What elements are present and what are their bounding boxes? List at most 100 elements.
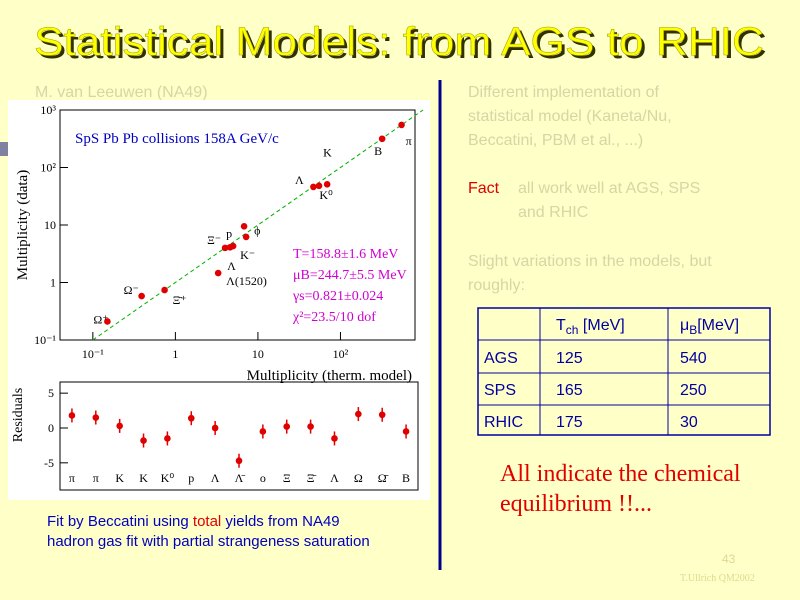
table-cell: 175 (556, 414, 583, 431)
residual-point (402, 428, 410, 435)
y-tick-label: 10⁻¹ (34, 333, 56, 347)
table (477, 307, 771, 436)
fit-parameter: μB=244.7±5.5 MeV (293, 268, 407, 283)
x-tick-label: K⁰ (161, 471, 175, 485)
table-border (477, 307, 771, 436)
data-point (315, 182, 323, 190)
fact-line: and RHIC (518, 204, 588, 221)
y-tick-label: 0 (48, 421, 54, 435)
intro-line: Different implementation of (468, 84, 659, 101)
x-tick-label: 10 (252, 347, 264, 361)
table-cell: SPS (484, 382, 516, 399)
residual-point (331, 435, 338, 442)
particle-label: Ξ̄⁺ (173, 293, 187, 307)
table-cell: 250 (680, 382, 707, 399)
slight-line: roughly: (468, 277, 525, 294)
page-number: 43 (722, 552, 736, 566)
figure (8, 100, 430, 500)
residual-point (164, 435, 171, 442)
caption: hadron gas fit with partial strangeness … (47, 533, 370, 550)
particle-label: K⁰ (319, 188, 333, 202)
fit-parameter: T=158.8±1.6 MeV (293, 247, 398, 262)
table-cell: 125 (556, 350, 583, 367)
y-tick-label: -5 (44, 456, 54, 470)
bullet-marker (0, 142, 8, 156)
x-tick-label: Λ (330, 471, 339, 485)
conclusion-line: equilibrium !!... (500, 491, 652, 517)
credit: T.Ullrich QM2002 (680, 573, 755, 584)
data-point (221, 244, 229, 252)
caption-part: yields from NA49 (221, 513, 339, 530)
particle-label: ϕ (254, 223, 260, 237)
x-tick-label: 1 (172, 347, 178, 361)
y-axis-label: Multiplicity (data) (15, 170, 31, 280)
y-tick-label: 10 (44, 218, 56, 232)
caption-emph: total (193, 513, 221, 530)
residual-y-label: Residuals (11, 388, 26, 442)
particle-label: Ω⁺ (93, 312, 108, 326)
data-point (138, 292, 145, 300)
residual-frame (59, 381, 419, 491)
intro-line: Beccatini, PBM et al., ...) (468, 132, 643, 149)
residual-point (355, 410, 362, 418)
particle-label: Λ (295, 173, 304, 187)
table-header: Tch [MeV] (556, 317, 625, 337)
y-tick-label: 10³ (40, 103, 56, 117)
particle-label: π (406, 134, 412, 148)
data-point (229, 242, 237, 250)
x-tick-label: K (139, 471, 148, 485)
main-plot: 10⁻¹ 1 10 10² 10⁻¹ 1 10 10² 10³ SpS Pb Pb collisi… (11, 103, 424, 491)
y-tick-label: 10² (40, 161, 56, 175)
header-unit: [MeV] (697, 317, 739, 334)
data-point (398, 121, 405, 129)
plot-title: SpS Pb Pb collisions 158A GeV/c (75, 131, 279, 147)
x-tick-label: Λ (211, 471, 220, 485)
header-main: T (556, 317, 566, 334)
residual-point (259, 428, 267, 435)
conclusion-line: All indicate the chemical (500, 461, 741, 487)
particle-label: K⁻ (240, 248, 255, 262)
residual-point (187, 414, 195, 422)
title-shadow: Statistical Models: from AGS to RHIC (37, 23, 767, 67)
particle-label: Ω⁻ (124, 283, 139, 297)
residual-point (235, 457, 243, 465)
residual-point (116, 422, 123, 430)
x-tick-label: Ω̄ (378, 471, 389, 485)
x-tick-label: π (93, 471, 99, 485)
fit-parameter: χ²=23.5/10 dof (292, 310, 376, 325)
data-point (242, 233, 250, 241)
slight-line: Slight variations in the models, but (468, 253, 712, 270)
particle-label: Λ(1520) (226, 274, 267, 288)
header-unit: [MeV] (578, 317, 624, 334)
residual-point (92, 414, 100, 421)
header-main: μ (680, 317, 689, 334)
caption: Fit by Beccatini using total yields from… (47, 513, 340, 530)
fact-label: Fact (468, 180, 500, 197)
residual-point (283, 423, 291, 430)
data-point (240, 222, 248, 230)
x-tick-label: K (115, 471, 124, 485)
data-point (378, 135, 386, 143)
x-tick-label: Ω (354, 471, 363, 485)
data-point (214, 269, 222, 277)
table-header: μB[MeV] (680, 317, 739, 337)
table-cell: 30 (680, 414, 698, 431)
x-tick-label: p (188, 471, 194, 485)
header-sub: B (689, 323, 697, 337)
particle-label: B (374, 144, 382, 158)
y-tick-label: 1 (50, 276, 56, 290)
x-tick-label: 10² (333, 347, 349, 361)
data-point (310, 183, 317, 191)
data-point (161, 286, 168, 294)
x-tick-label: Ξ̄ (307, 471, 317, 485)
y-tick-label: 5 (48, 386, 54, 400)
particle-label: K (323, 145, 332, 159)
particle-label: Ξ⁻ (207, 233, 221, 247)
header-sub: ch (566, 323, 579, 337)
fact-line: all work well at AGS, SPS (518, 180, 700, 197)
residual-point (211, 424, 219, 432)
data-point (104, 318, 111, 325)
table-cell: 540 (680, 350, 707, 367)
table-cell: AGS (484, 350, 518, 367)
